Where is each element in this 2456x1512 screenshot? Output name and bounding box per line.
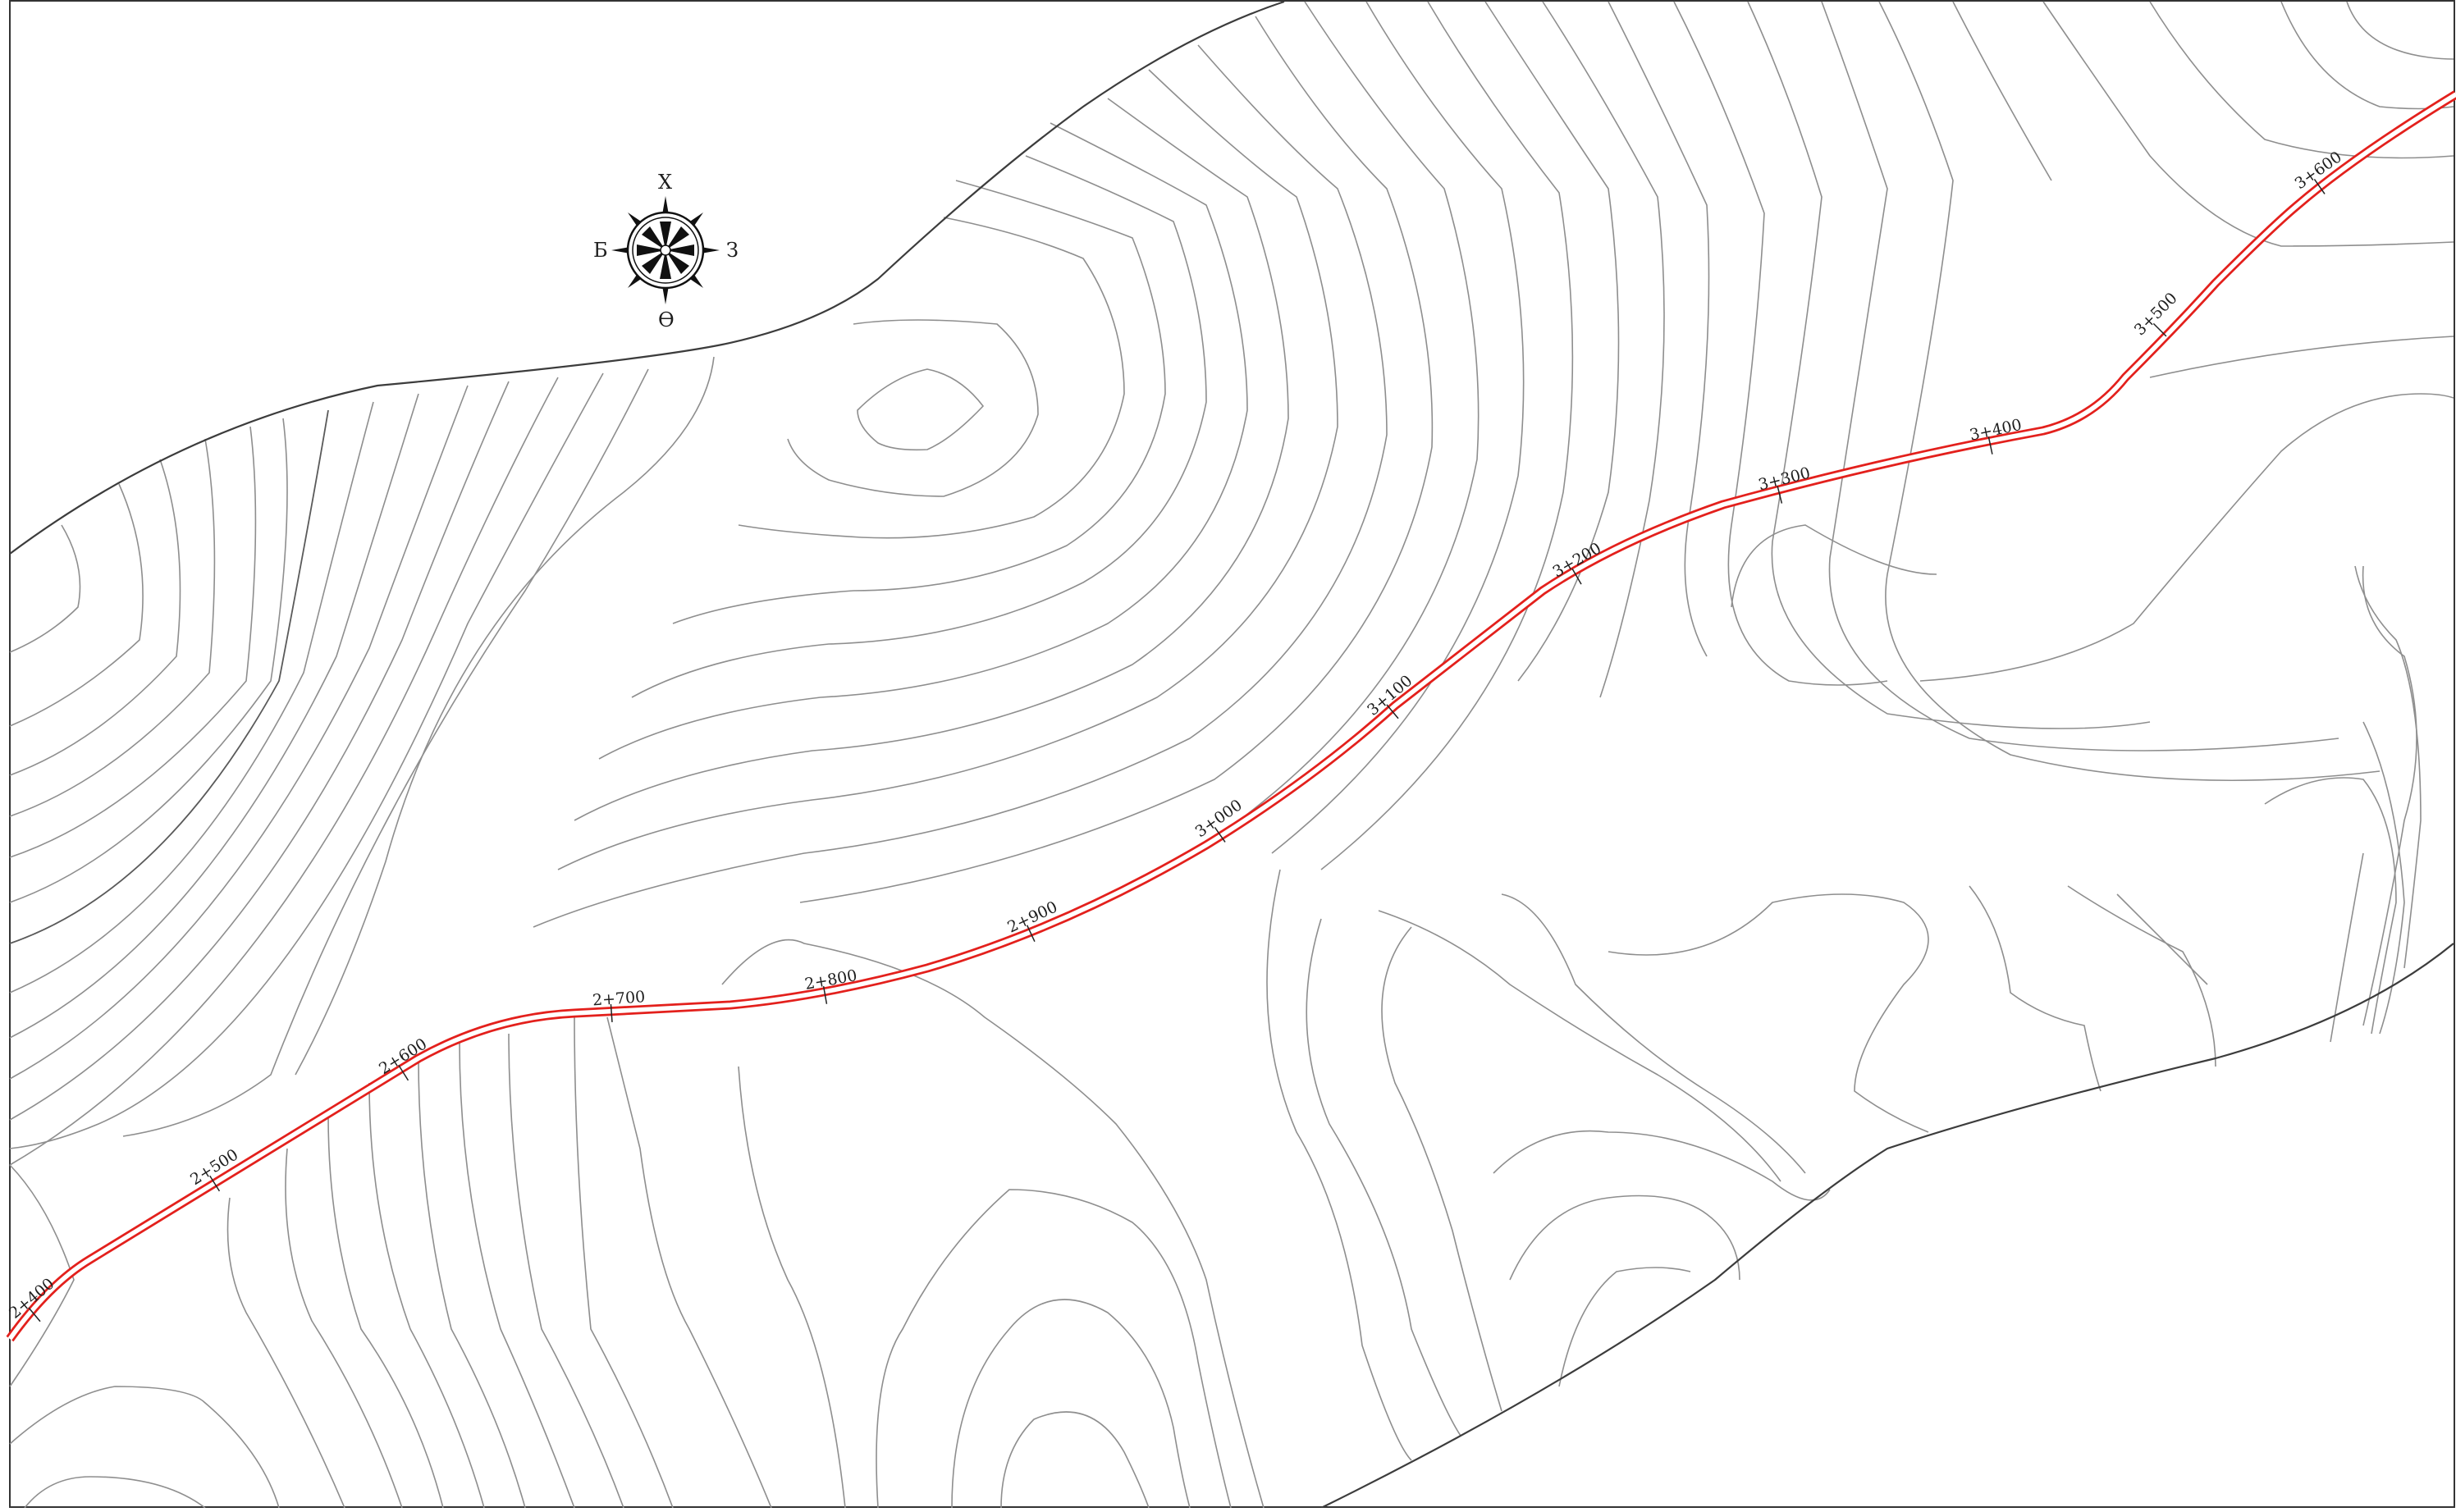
chainage-labels: 2+400 2+500 2+600 2+700 2+800 2+900 3+00… [6, 148, 2345, 1322]
contour-lines [9, 1, 2454, 1509]
survey-boundary-upper [9, 0, 1285, 555]
map-border [9, 0, 2455, 1508]
survey-boundary-lower [1320, 943, 2454, 1509]
compass-north-label: Х [658, 171, 672, 194]
compass-rose-icon: Х Б З Ө [593, 171, 739, 331]
chainage-label: 2+700 [592, 988, 646, 1009]
compass-west-label: Б [593, 239, 608, 262]
compass-east-label: З [726, 239, 739, 262]
compass-south-label: Ө [658, 308, 675, 331]
road-alignment[interactable] [6, 90, 2456, 1342]
